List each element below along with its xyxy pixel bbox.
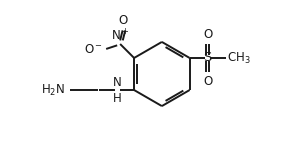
Text: O: O <box>203 28 212 41</box>
Text: H$_2$N: H$_2$N <box>41 82 65 98</box>
Text: $\mathregular{N}^+$: $\mathregular{N}^+$ <box>111 28 130 43</box>
Text: H: H <box>113 92 122 105</box>
Text: $\mathregular{O}^-$: $\mathregular{O}^-$ <box>84 43 103 56</box>
Text: S: S <box>204 52 212 65</box>
Text: N: N <box>113 76 122 89</box>
Text: CH$_3$: CH$_3$ <box>227 50 250 66</box>
Text: O: O <box>203 75 212 88</box>
Text: O: O <box>118 14 127 27</box>
